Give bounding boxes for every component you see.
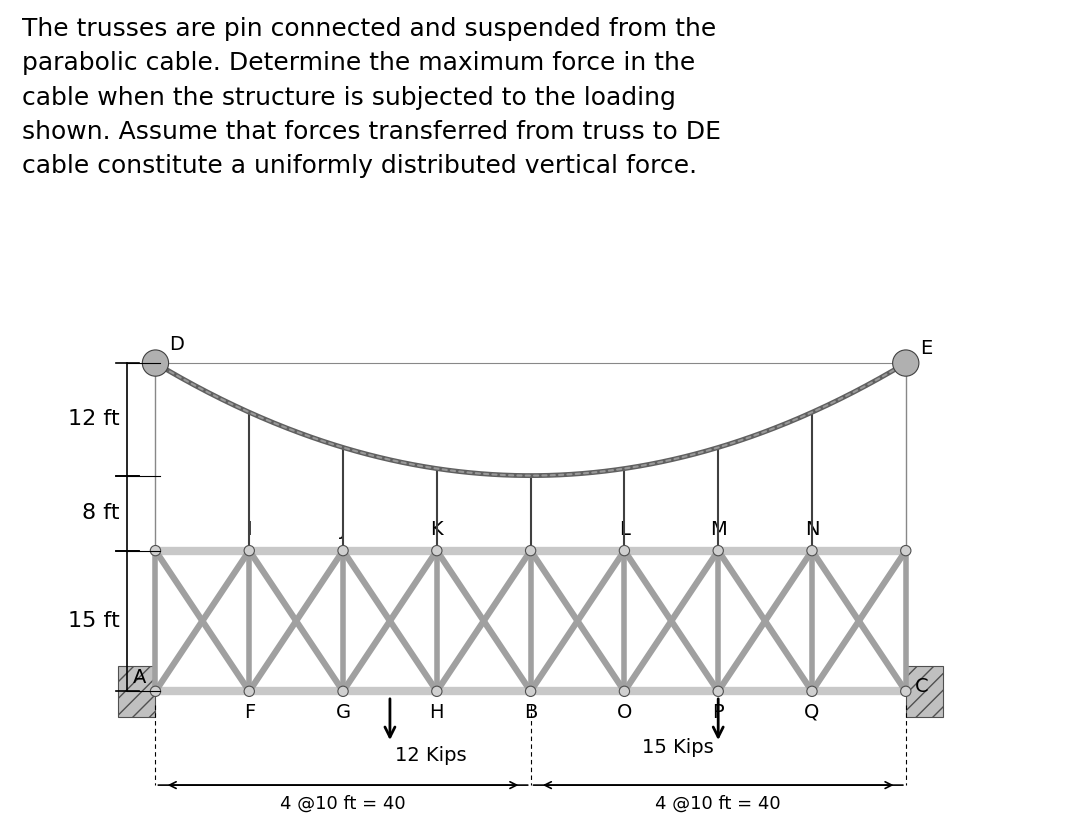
Text: 15 ft: 15 ft — [68, 611, 120, 631]
Text: C: C — [915, 677, 929, 696]
Text: 12 ft: 12 ft — [68, 409, 120, 429]
Text: M: M — [710, 520, 727, 539]
Circle shape — [338, 546, 348, 556]
Circle shape — [619, 686, 630, 696]
Text: L: L — [619, 520, 630, 539]
Circle shape — [338, 686, 348, 696]
Circle shape — [893, 350, 919, 376]
Text: 8 ft: 8 ft — [82, 503, 120, 523]
Text: 12 Kips: 12 Kips — [394, 745, 467, 765]
Text: 4 @10 ft = 40: 4 @10 ft = 40 — [280, 795, 406, 813]
Circle shape — [244, 686, 255, 696]
Text: The trusses are pin connected and suspended from the
parabolic cable. Determine : The trusses are pin connected and suspen… — [22, 17, 720, 178]
Text: 4 @10 ft = 40: 4 @10 ft = 40 — [656, 795, 781, 813]
Circle shape — [150, 686, 161, 696]
Text: J: J — [340, 520, 346, 539]
Text: O: O — [617, 702, 632, 721]
Text: N: N — [805, 520, 820, 539]
Text: B: B — [524, 702, 538, 721]
Text: H: H — [430, 702, 444, 721]
Circle shape — [807, 546, 818, 556]
Circle shape — [526, 546, 536, 556]
Circle shape — [901, 546, 910, 556]
Text: D: D — [170, 334, 185, 354]
Circle shape — [713, 546, 724, 556]
Text: E: E — [920, 339, 932, 359]
Text: 15 Kips: 15 Kips — [642, 738, 714, 757]
Text: K: K — [431, 520, 443, 539]
Circle shape — [150, 546, 161, 556]
Circle shape — [244, 546, 255, 556]
Text: G: G — [336, 702, 351, 721]
Circle shape — [143, 350, 168, 376]
Circle shape — [432, 686, 442, 696]
Circle shape — [807, 686, 818, 696]
Circle shape — [526, 686, 536, 696]
Text: A: A — [133, 667, 146, 686]
Circle shape — [432, 546, 442, 556]
Text: I: I — [246, 520, 252, 539]
Text: P: P — [713, 702, 724, 721]
Circle shape — [619, 546, 630, 556]
Text: F: F — [244, 702, 255, 721]
Bar — [906, 666, 943, 717]
Text: Q: Q — [805, 702, 820, 721]
Circle shape — [901, 686, 910, 696]
Circle shape — [713, 686, 724, 696]
Bar — [118, 666, 156, 717]
